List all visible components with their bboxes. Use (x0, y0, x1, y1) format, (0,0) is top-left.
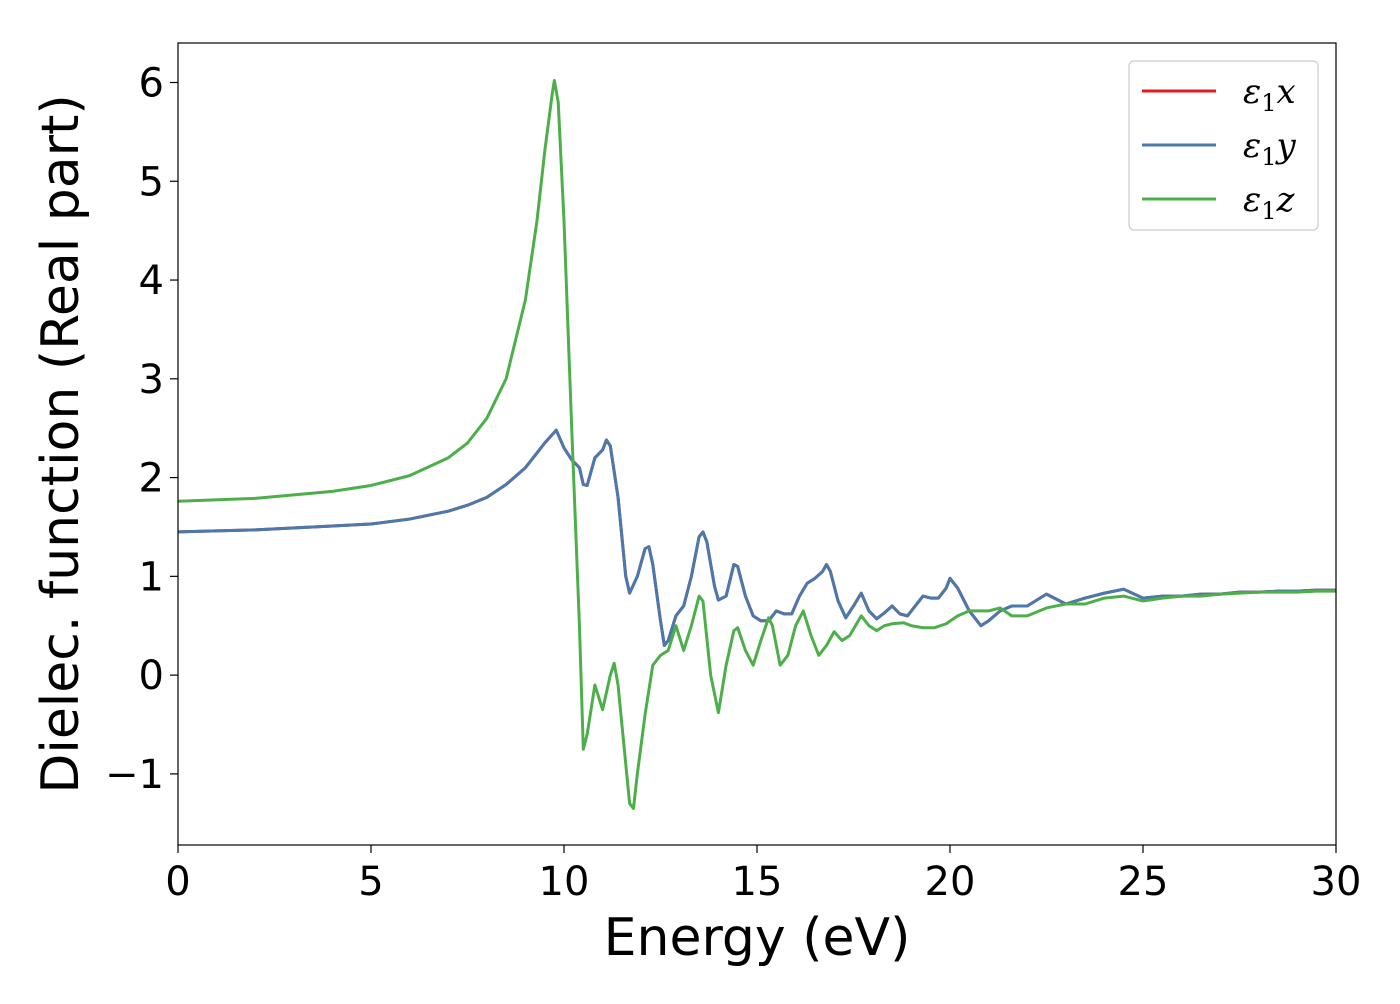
legend-item-z: ε1z (1142, 180, 1296, 225)
x-tick-label: 30 (1311, 859, 1362, 905)
legend: ε1x ε1y ε1z (1128, 60, 1319, 231)
y-tick-label: 3 (139, 357, 164, 403)
y-tick-label: 2 (139, 456, 164, 502)
series-layer (178, 79, 1336, 810)
legend-label: ε1y (1243, 126, 1297, 171)
y-tick-label: 1 (139, 554, 164, 600)
legend-item-x: ε1x (1142, 72, 1296, 117)
y-tick-label: 6 (139, 61, 164, 107)
legend-box (1128, 60, 1319, 231)
y-tick-label: 0 (139, 653, 164, 699)
series-line-x (178, 428, 1336, 647)
legend-item-y: ε1y (1142, 126, 1297, 171)
legend-label: ε1z (1243, 180, 1296, 225)
y-tick-label: 5 (139, 159, 164, 205)
ticks-layer: 0 5 10 15 20 25 30 −1 0 1 2 3 4 5 6 (105, 61, 1361, 905)
x-axis-label: Energy (eV) (604, 908, 911, 968)
legend-label: ε1x (1243, 72, 1296, 117)
y-tick-label: −1 (105, 752, 164, 798)
x-tick-label: 5 (358, 859, 383, 905)
x-tick-label: 20 (925, 859, 976, 905)
y-tick-label: 4 (139, 258, 164, 304)
x-tick-label: 25 (1118, 859, 1169, 905)
legend-items: ε1x ε1y ε1z (1142, 72, 1297, 225)
x-tick-label: 10 (539, 859, 590, 905)
y-axis-label: Dielec. function (Real part) (31, 94, 91, 793)
series-line-z (178, 79, 1336, 810)
x-tick-label: 0 (165, 859, 190, 905)
series-line-y (178, 428, 1336, 647)
x-tick-label: 15 (732, 859, 783, 905)
